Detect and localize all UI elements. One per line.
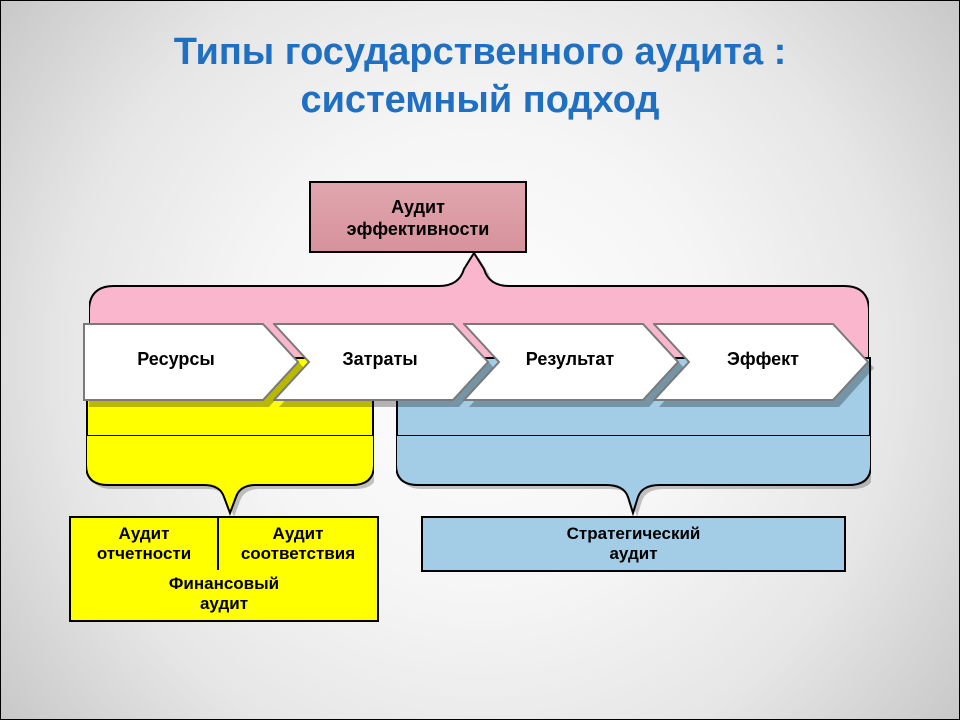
chevron-4-label: Эффект	[688, 349, 838, 370]
box-audit-report-l2: отчетности	[97, 544, 191, 563]
chevron-2-label: Затраты	[305, 349, 455, 370]
box-strategic-l2: аудит	[609, 544, 657, 563]
box-strategic-l1: Стратегический	[567, 524, 701, 543]
slide-title: Типы государственного аудита : системный…	[1, 29, 959, 124]
slide: Типы государственного аудита : системный…	[0, 0, 960, 720]
box-audit-report-l1: Аудит	[119, 524, 170, 543]
box-strategic-audit: Стратегический аудит	[421, 516, 846, 572]
top-box-line1: Аудит	[391, 197, 445, 217]
chevron-flow: Ресурсы Затраты Результат Эффект	[83, 323, 883, 401]
bracket-right	[396, 435, 871, 517]
chevron-3-label: Результат	[495, 349, 645, 370]
chevron-1-label: Ресурсы	[101, 349, 251, 370]
box-financial-audit: Финансовый аудит	[69, 570, 379, 622]
box-financial-l2: аудит	[200, 594, 248, 613]
bracket-left	[86, 435, 374, 517]
title-line2: системный подход	[1, 77, 959, 125]
top-box-efficiency: Аудит эффективности	[309, 181, 527, 253]
box-audit-compliance-l2: соответствия	[241, 544, 355, 563]
box-financial-l1: Финансовый	[169, 574, 279, 593]
box-audit-compliance-l1: Аудит	[273, 524, 324, 543]
top-box-line2: эффективности	[347, 219, 490, 239]
box-audit-compliance: Аудит соответствия	[219, 516, 379, 572]
box-audit-report: Аудит отчетности	[69, 516, 219, 572]
title-line1: Типы государственного аудита :	[174, 31, 787, 73]
